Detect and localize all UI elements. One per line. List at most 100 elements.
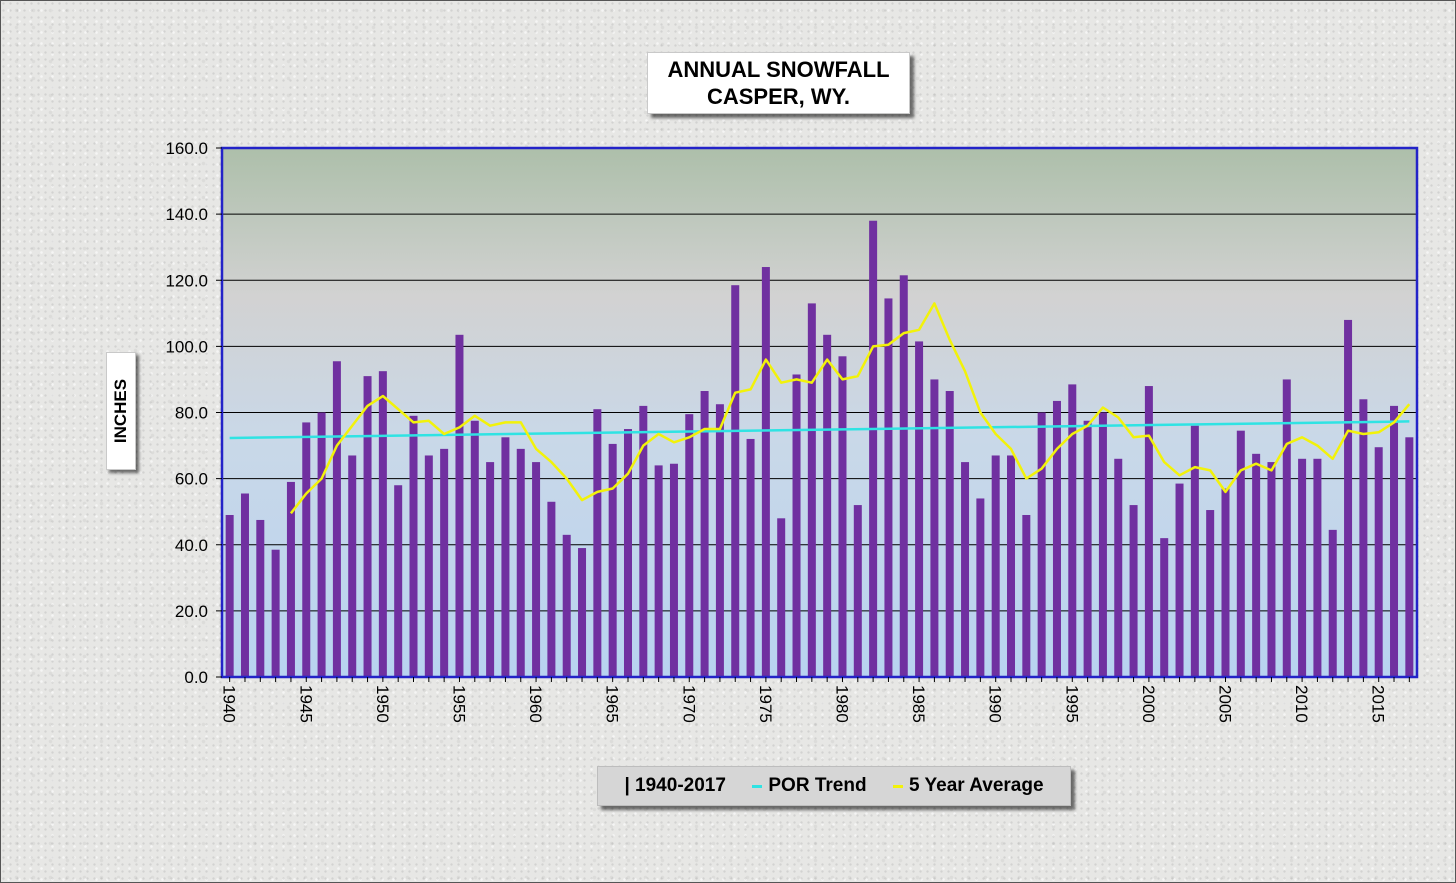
bar: [1052, 400, 1061, 677]
bar: [1114, 458, 1123, 677]
bar: [961, 462, 970, 677]
chart-title-line-1: ANNUAL SNOWFALL: [667, 57, 890, 82]
bar: [486, 462, 495, 677]
bar: [547, 501, 556, 677]
bar: [700, 391, 709, 677]
bar: [1313, 458, 1322, 677]
legend-swatch-trend: [752, 784, 763, 788]
bar: [715, 404, 724, 677]
x-tick-label: 1965: [603, 685, 622, 723]
bar: [363, 376, 372, 677]
bar: [286, 481, 295, 677]
legend-item-bars: | 1940-2017: [624, 775, 725, 797]
bar: [1068, 384, 1077, 677]
bar: [1007, 455, 1016, 677]
bar: [1098, 412, 1107, 677]
bar: [1221, 488, 1230, 677]
bar: [1359, 399, 1368, 677]
bar: [332, 361, 341, 677]
legend-swatch-average: [893, 784, 904, 788]
y-tick-label: 20.0: [175, 602, 208, 621]
x-tick-label: 1970: [679, 685, 698, 723]
y-tick-label: 140.0: [165, 205, 208, 224]
bar: [409, 415, 418, 677]
bar: [516, 448, 525, 677]
bar: [623, 429, 632, 677]
bar: [240, 493, 249, 677]
x-tick-label: 1950: [373, 685, 392, 723]
bar: [945, 391, 954, 677]
trend-line: [229, 420, 1410, 440]
legend-label-bars: | 1940-2017: [624, 775, 726, 796]
bar: [501, 437, 510, 677]
y-tick-label: 0.0: [184, 668, 208, 687]
x-axis-ticks: 1940 1945 1950 1955 1960 1965 1970 1975 1980 1985…: [220, 677, 1410, 723]
legend-label-trend: POR Trend: [768, 775, 867, 796]
bar: [1374, 447, 1383, 677]
bar: [455, 334, 464, 677]
bar: [807, 303, 816, 677]
bar: [1298, 458, 1307, 677]
bar: [1252, 453, 1261, 677]
x-tick-label: 1940: [220, 685, 239, 723]
legend-item-trend: POR Trend: [752, 775, 867, 797]
bar: [838, 356, 847, 677]
bar-series: [225, 220, 1414, 678]
bar: [746, 438, 755, 677]
bar: [899, 275, 908, 677]
bar: [823, 334, 832, 677]
bar: [654, 465, 663, 677]
bar: [1144, 386, 1153, 677]
bar: [1037, 412, 1046, 677]
bar: [470, 420, 479, 677]
bar: [424, 455, 433, 677]
bar: [1083, 420, 1092, 677]
bar: [562, 534, 571, 677]
x-tick-label: 1990: [986, 685, 1005, 723]
bar: [394, 485, 403, 677]
bar: [1282, 379, 1291, 677]
x-tick-label: 1995: [1062, 685, 1081, 723]
bar: [1405, 437, 1414, 677]
bar: [593, 409, 602, 677]
x-tick-label: 2000: [1139, 685, 1158, 723]
bar: [976, 498, 985, 677]
gridlines: [222, 213, 1417, 612]
bar: [440, 448, 449, 677]
bar: [1267, 462, 1276, 677]
bar: [271, 549, 280, 677]
bar: [225, 514, 234, 677]
bar: [1344, 319, 1353, 677]
bar: [792, 374, 801, 677]
bar: [1206, 510, 1215, 677]
bar: [991, 455, 1000, 677]
bar: [1129, 505, 1138, 677]
bar: [1190, 425, 1199, 677]
bar: [731, 285, 740, 677]
chart-title-line-2: CASPER, WY.: [706, 84, 851, 109]
bar: [608, 443, 617, 677]
legend: | 1940-2017 POR Trend 5 Year Average: [597, 766, 1071, 806]
bar: [669, 463, 678, 677]
bar: [578, 548, 587, 677]
five-year-average-line: [289, 302, 1411, 515]
y-tick-label: 60.0: [175, 470, 208, 489]
y-tick-label: 80.0: [175, 404, 208, 423]
y-tick-label: 100.0: [165, 337, 208, 356]
bar: [302, 422, 311, 677]
bar: [1160, 538, 1169, 677]
legend-label-average: 5 Year Average: [909, 775, 1044, 796]
x-tick-label: 2015: [1369, 685, 1388, 723]
bar: [639, 405, 648, 677]
y-tick-label: 40.0: [175, 536, 208, 555]
bar: [869, 220, 878, 678]
x-tick-label: 1945: [296, 685, 315, 723]
x-tick-label: 1960: [526, 685, 545, 723]
bar: [317, 412, 326, 677]
bar: [915, 341, 924, 677]
bar: [532, 462, 541, 677]
bar: [853, 505, 862, 677]
bar: [777, 518, 786, 677]
line-series: [229, 302, 1411, 515]
